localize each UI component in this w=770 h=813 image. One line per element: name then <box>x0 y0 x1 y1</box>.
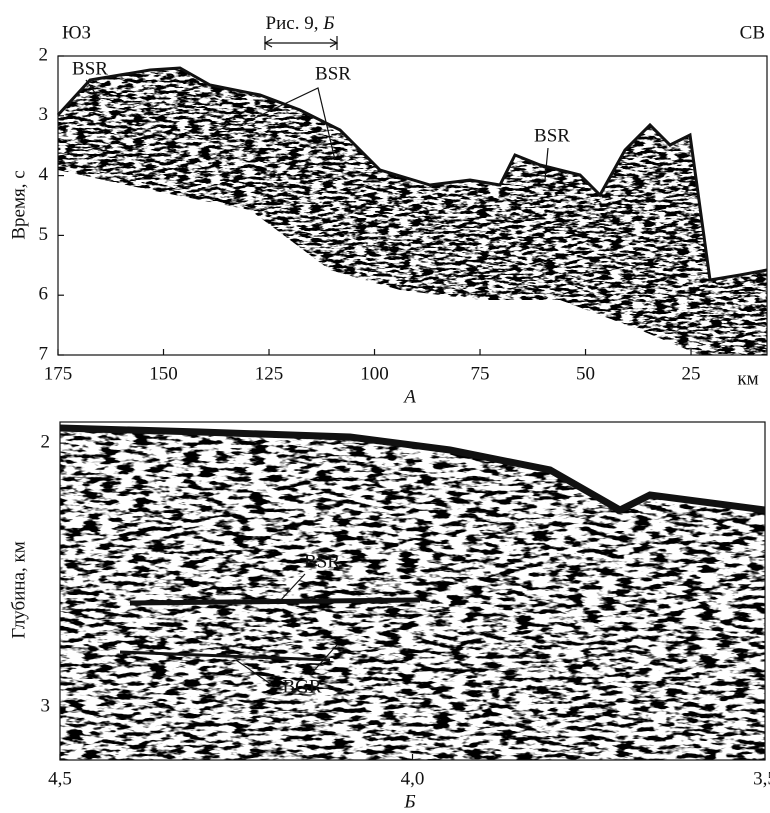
annotation-pointer <box>309 644 338 676</box>
seismic-image-b <box>59 424 766 760</box>
panel-label: A <box>402 386 416 407</box>
annotation: BGR <box>282 676 321 697</box>
plot-frame-a <box>57 55 768 356</box>
y-axis-title: Время, с <box>8 170 29 239</box>
x-tick-label: 4,5 <box>48 768 72 789</box>
x-tick-label: 100 <box>360 363 389 384</box>
figure-reference-bracket <box>263 36 339 50</box>
annotation-pointer <box>85 79 101 101</box>
direction-left: ЮЗ <box>62 22 91 43</box>
y-tick-label: 3 <box>39 104 49 125</box>
y-axis-title: Глубина, км <box>8 541 29 638</box>
x-tick-label: 3,5 <box>753 768 770 789</box>
annotation-pointer <box>277 573 306 604</box>
annotation: BSR <box>72 58 108 79</box>
y-tick-label: 3 <box>41 696 51 717</box>
direction-right: СВ <box>740 22 765 43</box>
panel-label: Б <box>403 791 415 812</box>
x-tick-label: 175 <box>44 363 73 384</box>
x-tick-label: 75 <box>471 363 490 384</box>
x-tick-label: 4,0 <box>401 768 425 789</box>
y-tick-label: 6 <box>39 284 49 305</box>
x-tick-label: 150 <box>149 363 178 384</box>
annotation-pointer <box>544 147 549 181</box>
y-tick-label: 2 <box>39 44 49 65</box>
seismic-image-a <box>56 66 768 355</box>
y-tick-label: 4 <box>39 164 49 185</box>
y-tick-label: 2 <box>41 431 51 452</box>
annotation: BSR <box>304 551 340 572</box>
figure-reference-text: Рис. 9, <box>266 13 319 34</box>
x-tick-label: 125 <box>255 363 284 384</box>
x-tick-label: 50 <box>576 363 595 384</box>
y-tick-label: 7 <box>39 343 49 364</box>
annotation-pointer <box>239 87 336 161</box>
annotation: BSR <box>534 125 570 146</box>
x-unit: км <box>737 368 758 389</box>
annotation: BSR <box>315 63 351 84</box>
figure-reference-letter: Б <box>322 13 334 34</box>
annotation-pointer <box>235 659 273 686</box>
x-tick-label: 25 <box>682 363 701 384</box>
figure-reference: Рис. 9, Б <box>266 13 335 34</box>
y-tick-label: 5 <box>39 224 49 245</box>
